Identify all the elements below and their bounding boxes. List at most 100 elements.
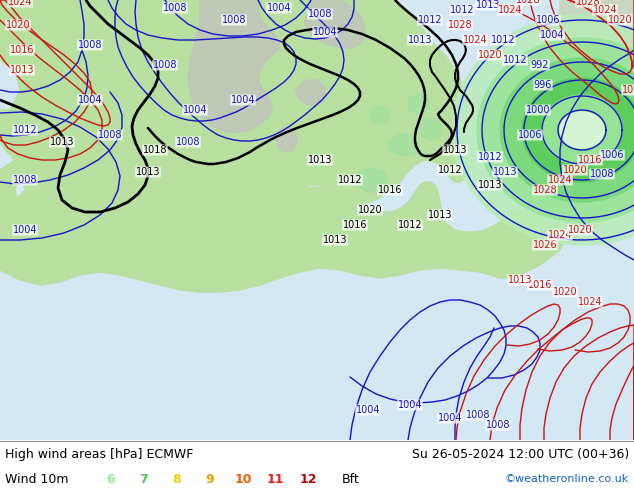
Text: 1016: 1016 (343, 220, 367, 230)
Polygon shape (370, 106, 390, 124)
Text: 6: 6 (107, 472, 115, 486)
Polygon shape (295, 80, 325, 105)
Text: 1008: 1008 (176, 137, 200, 147)
Text: 1020: 1020 (477, 50, 502, 60)
Text: 1004: 1004 (231, 95, 256, 105)
Text: 1012: 1012 (491, 35, 515, 45)
Polygon shape (408, 94, 428, 114)
Ellipse shape (477, 38, 634, 222)
Text: 1013: 1013 (443, 145, 467, 155)
Polygon shape (562, 0, 634, 230)
Text: 1004: 1004 (183, 105, 207, 115)
Text: 1020: 1020 (622, 85, 634, 95)
Text: 1012: 1012 (450, 5, 474, 15)
Text: 1004: 1004 (13, 225, 37, 235)
Text: 1008: 1008 (13, 175, 37, 185)
Text: 1026: 1026 (533, 240, 557, 250)
Text: 1008: 1008 (78, 40, 102, 50)
Ellipse shape (542, 95, 622, 165)
Text: 1020: 1020 (567, 225, 592, 235)
Text: 1012: 1012 (398, 220, 422, 230)
Text: 1006: 1006 (536, 15, 560, 25)
Text: 9: 9 (205, 472, 214, 486)
Text: 1008: 1008 (153, 60, 178, 70)
Text: 1008: 1008 (98, 130, 122, 140)
Polygon shape (355, 168, 388, 192)
Text: 1008: 1008 (222, 15, 246, 25)
Text: 1016: 1016 (378, 185, 402, 195)
Polygon shape (305, 0, 365, 48)
Text: 1016: 1016 (578, 155, 602, 165)
Text: 1024: 1024 (8, 0, 32, 7)
Text: 1024: 1024 (593, 5, 618, 15)
Text: 1028: 1028 (448, 20, 472, 30)
Text: 1004: 1004 (398, 400, 422, 410)
Text: 1028: 1028 (576, 0, 600, 7)
Polygon shape (45, 0, 470, 225)
Text: 1012: 1012 (437, 165, 462, 175)
Text: 1008: 1008 (466, 410, 490, 420)
Text: 1024: 1024 (548, 230, 573, 240)
Text: 1008: 1008 (486, 420, 510, 430)
Text: 1008: 1008 (163, 3, 187, 13)
Text: 1020: 1020 (607, 15, 632, 25)
Text: 1018: 1018 (143, 145, 167, 155)
Text: 1000: 1000 (526, 105, 550, 115)
Text: 7: 7 (139, 472, 148, 486)
Text: 1013: 1013 (408, 35, 432, 45)
Text: 1013: 1013 (476, 0, 500, 10)
Text: 996: 996 (534, 80, 552, 90)
Text: 1004: 1004 (267, 3, 291, 13)
Text: 992: 992 (531, 60, 549, 70)
Text: 1020: 1020 (6, 20, 30, 30)
Text: 1024: 1024 (498, 5, 522, 15)
Polygon shape (0, 0, 90, 240)
Text: 1020: 1020 (563, 165, 587, 175)
Text: 1024: 1024 (578, 297, 602, 307)
Text: 1008: 1008 (307, 9, 332, 19)
Text: ©weatheronline.co.uk: ©weatheronline.co.uk (505, 474, 629, 484)
Text: Su 26-05-2024 12:00 UTC (00+36): Su 26-05-2024 12:00 UTC (00+36) (411, 447, 629, 461)
Text: 1013: 1013 (478, 180, 502, 190)
Text: 1028: 1028 (515, 0, 540, 5)
Text: 1016: 1016 (527, 280, 552, 290)
Polygon shape (388, 134, 418, 156)
Ellipse shape (500, 58, 634, 202)
Ellipse shape (560, 112, 604, 148)
Text: 1013: 1013 (307, 155, 332, 165)
Text: 1004: 1004 (313, 27, 337, 37)
Polygon shape (188, 0, 280, 132)
Text: 1004: 1004 (437, 413, 462, 423)
Text: 11: 11 (267, 472, 285, 486)
Text: 1016: 1016 (10, 45, 34, 55)
Text: 1013: 1013 (10, 65, 34, 75)
Text: 1020: 1020 (553, 287, 578, 297)
Polygon shape (0, 150, 565, 292)
Text: 1013: 1013 (136, 167, 160, 177)
Text: High wind areas [hPa] ECMWF: High wind areas [hPa] ECMWF (5, 447, 193, 461)
Text: 1012: 1012 (418, 15, 443, 25)
Text: 1004: 1004 (356, 405, 380, 415)
Text: 1020: 1020 (358, 205, 382, 215)
Text: Wind 10m: Wind 10m (5, 472, 68, 486)
Text: 1013: 1013 (493, 167, 517, 177)
Text: 1013: 1013 (323, 235, 347, 245)
Text: 1024: 1024 (548, 175, 573, 185)
Text: 1004: 1004 (78, 95, 102, 105)
Ellipse shape (522, 78, 634, 182)
Text: Bft: Bft (342, 472, 359, 486)
Polygon shape (200, 0, 280, 132)
Text: 1012: 1012 (503, 55, 527, 65)
Text: 10: 10 (234, 472, 252, 486)
Polygon shape (275, 128, 297, 152)
Text: 1008: 1008 (590, 169, 614, 179)
Text: 12: 12 (300, 472, 318, 486)
Text: 1012: 1012 (13, 125, 37, 135)
Polygon shape (534, 0, 625, 225)
Text: 1012: 1012 (338, 175, 362, 185)
Text: 1006: 1006 (600, 150, 624, 160)
Text: 1004: 1004 (540, 30, 564, 40)
Text: 1013: 1013 (428, 210, 452, 220)
Text: 1013: 1013 (508, 275, 533, 285)
Text: 1013: 1013 (49, 137, 74, 147)
